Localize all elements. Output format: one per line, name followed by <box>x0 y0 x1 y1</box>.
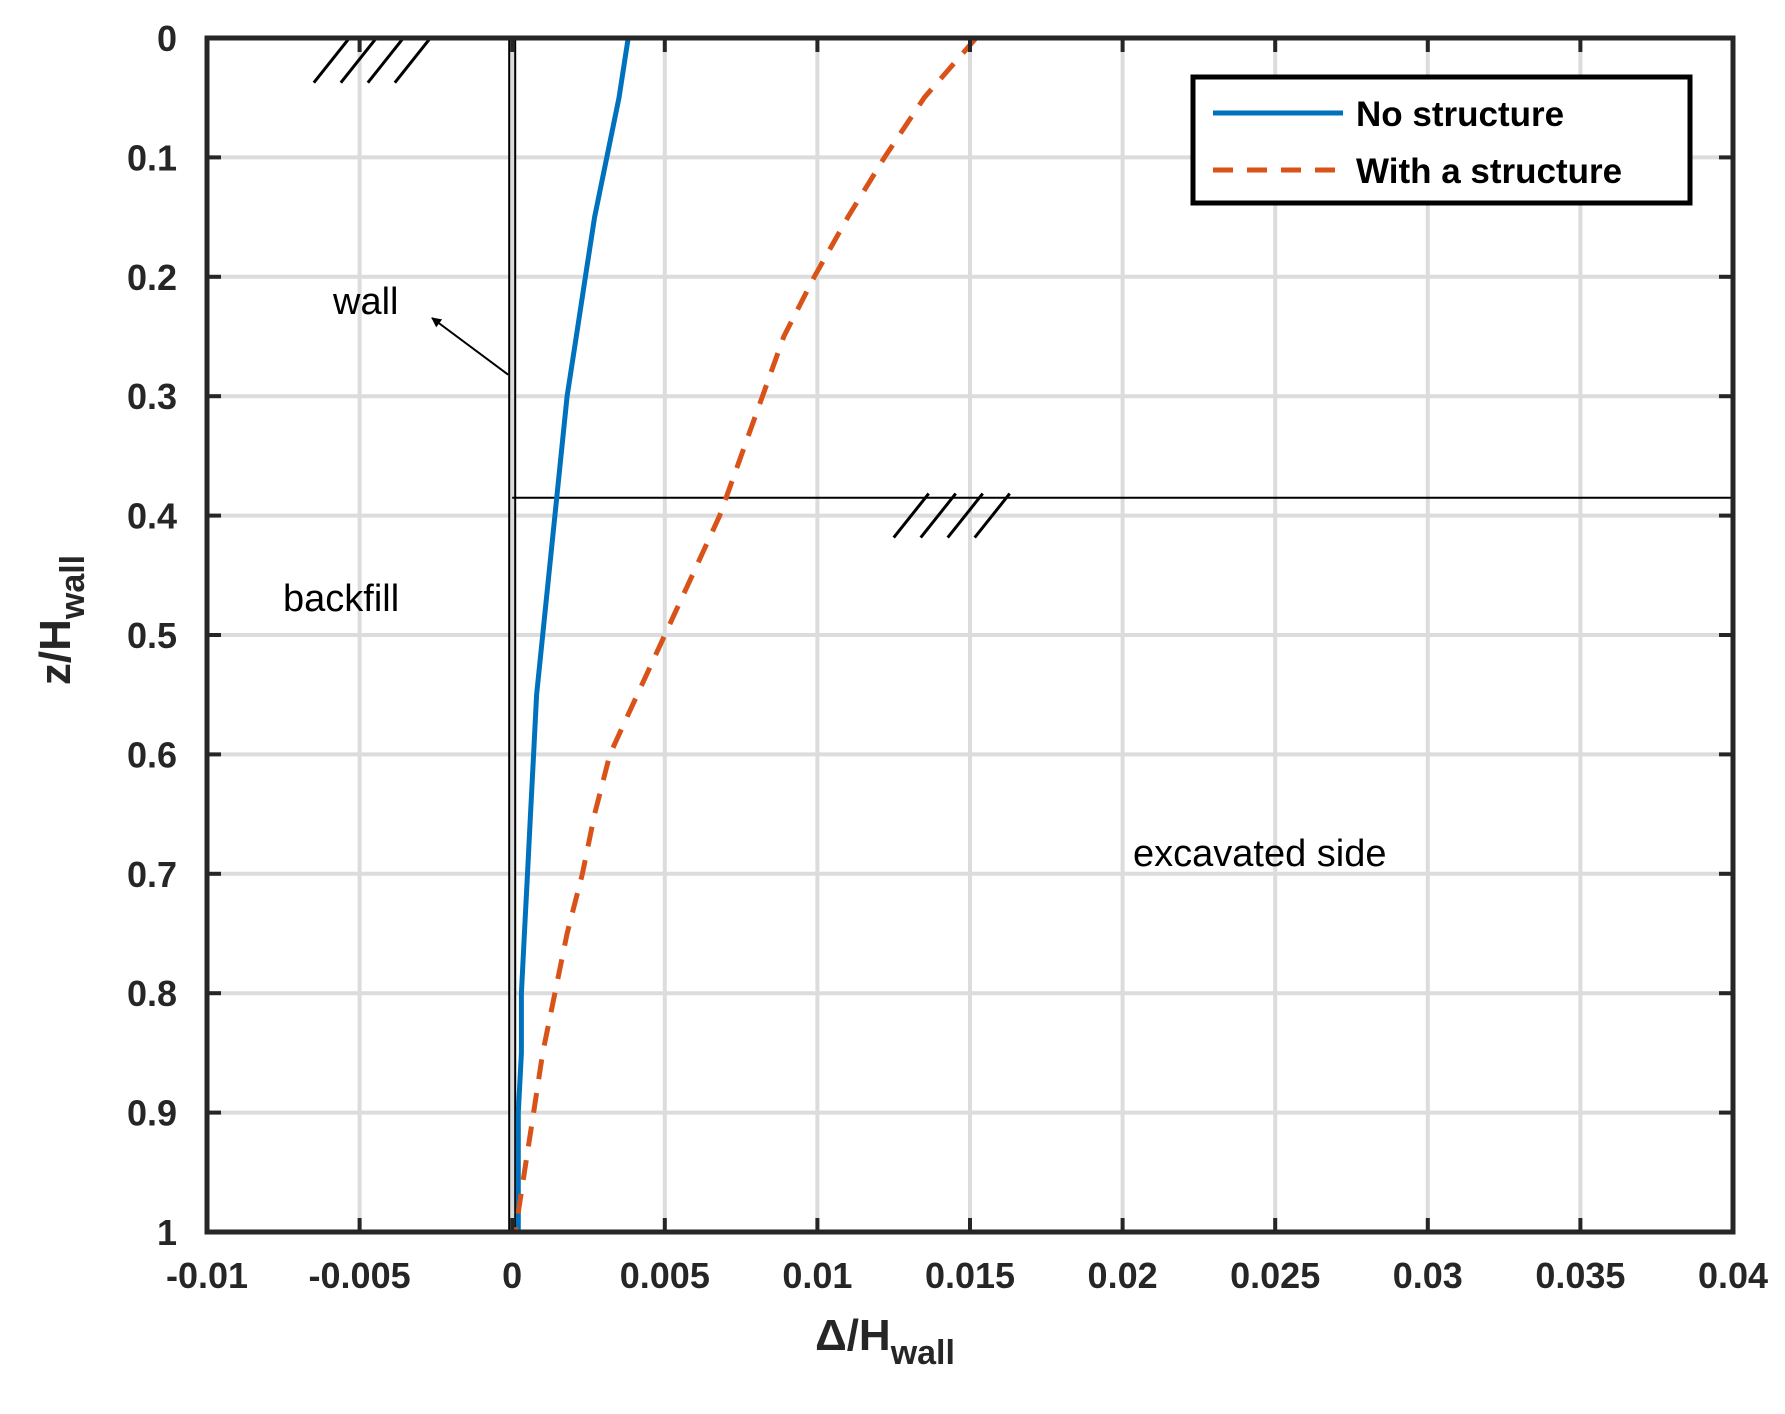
legend-label-with-structure: With a structure <box>1356 152 1622 191</box>
x-tick-label-0: -0.01 <box>166 1255 248 1296</box>
ticks <box>205 36 1735 1234</box>
y-tick-label-9: 0.9 <box>127 1093 177 1134</box>
y-tick-label-1: 0.1 <box>127 137 177 178</box>
series-line-0 <box>515 37 631 1232</box>
ground-hatch-backfill-stroke-1 <box>339 37 377 84</box>
ground-hatch-excavation-stroke-1 <box>919 492 957 539</box>
x-tick-labels: -0.01 -0.005 0 0.005 0.01 0.015 0.02 0.025 0.03 0… <box>166 1255 1768 1296</box>
series-line-1 <box>512 36 978 1233</box>
legend-box <box>1190 74 1693 206</box>
diagram-overlays <box>312 37 1733 1232</box>
annotation-wall: wall <box>332 281 398 323</box>
x-axis-title-sub: wall <box>890 1334 955 1372</box>
x-tick-label-6: 0.02 <box>1088 1255 1158 1296</box>
ground-hatch-excavation-stroke-0 <box>892 492 930 539</box>
y-tick-labels: 0 0.1 0.2 0.3 0.4 0.5 0.6 0.7 0.8 0.9 1 <box>127 18 177 1253</box>
y-tick-label-3: 0.3 <box>127 376 177 417</box>
wall-annotation-arrow <box>431 317 509 376</box>
y-tick-label-10: 1 <box>157 1212 177 1253</box>
ground-hatch-backfill-stroke-2 <box>366 37 404 84</box>
ground-hatch-backfill <box>312 37 431 84</box>
ground-hatch-excavation <box>892 492 1011 539</box>
y-tick-label-8: 0.8 <box>127 973 177 1014</box>
y-axis-title-main: z/H <box>31 619 80 685</box>
x-tick-label-7: 0.025 <box>1230 1255 1320 1296</box>
x-tick-label-5: 0.015 <box>925 1255 1015 1296</box>
x-tick-label-2: 0 <box>502 1255 522 1296</box>
x-tick-label-8: 0.03 <box>1393 1255 1463 1296</box>
ground-hatch-excavation-stroke-2 <box>946 492 984 539</box>
ground-hatch-excavation-stroke-3 <box>973 492 1011 539</box>
y-tick-label-7: 0.7 <box>127 854 177 895</box>
y-tick-label-0: 0 <box>157 18 177 59</box>
y-axis-title: z/Hwall <box>31 555 92 685</box>
x-tick-label-3: 0.005 <box>620 1255 710 1296</box>
ground-hatch-backfill-stroke-0 <box>312 37 350 84</box>
y-tick-label-6: 0.6 <box>127 734 177 775</box>
annotation-backfill: backfill <box>283 578 399 620</box>
y-tick-label-5: 0.5 <box>127 615 177 656</box>
x-tick-label-10: 0.04 <box>1698 1255 1768 1296</box>
series-lines <box>512 36 978 1233</box>
y-tick-label-2: 0.2 <box>127 257 177 298</box>
y-tick-label-4: 0.4 <box>127 496 177 537</box>
legend: No structure With a structure <box>1190 74 1693 206</box>
legend-label-no-structure: No structure <box>1356 95 1564 134</box>
x-tick-label-4: 0.01 <box>782 1255 852 1296</box>
ground-hatch-backfill-stroke-3 <box>393 37 431 84</box>
x-axis-title-main: Δ/H <box>815 1311 891 1360</box>
x-axis-title: Δ/Hwall <box>815 1311 955 1372</box>
annotation-excavated-side: excavated side <box>1133 833 1387 875</box>
x-tick-label-9: 0.035 <box>1535 1255 1625 1296</box>
y-axis-title-sub: wall <box>54 555 92 620</box>
x-tick-label-1: -0.005 <box>309 1255 411 1296</box>
